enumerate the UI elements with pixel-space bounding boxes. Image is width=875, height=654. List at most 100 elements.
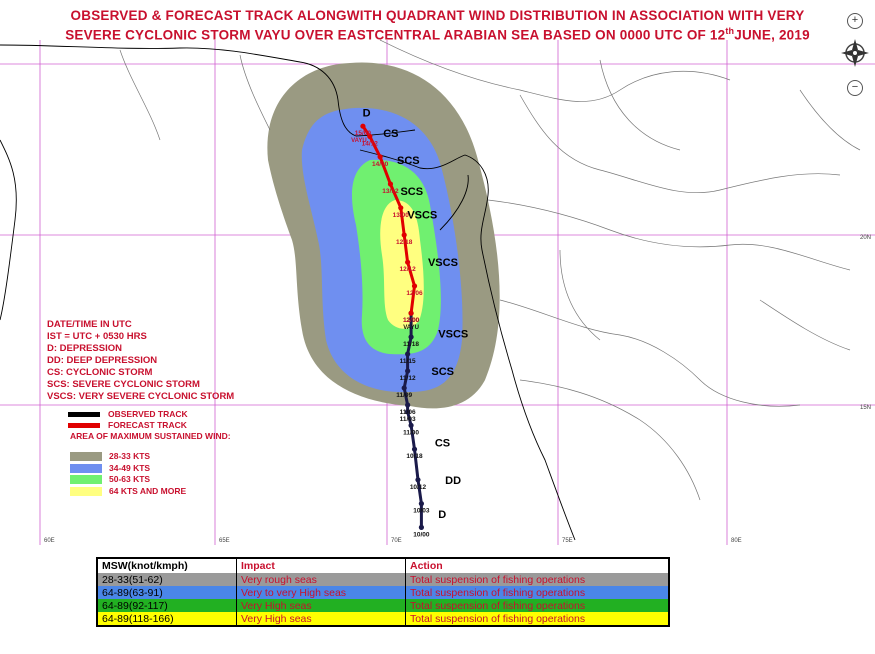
forecast-point-label: 15/00 xyxy=(355,130,372,137)
impact-table: MSW(knot/kmph) Impact Action 28-33(51-62… xyxy=(96,557,670,627)
observed-point-label: 10/03 xyxy=(413,508,430,515)
cell-msw: 64-89(118-166) xyxy=(96,612,237,626)
forecast-track-point xyxy=(360,123,366,129)
forecast-point-label: 12/12 xyxy=(399,266,416,273)
wind-zones xyxy=(267,62,500,409)
wind-legend-title: AREA OF MAXIMUM SUSTAINED WIND: xyxy=(70,431,231,441)
table-row: 64-89(118-166) Very High seas Total susp… xyxy=(96,612,669,626)
map-title-line-1: OBSERVED & FORECAST TRACK ALONGWITH QUAD… xyxy=(70,8,805,23)
observed-track-point xyxy=(405,409,411,415)
intensity-label: CS xyxy=(383,128,398,140)
track-legend: OBSERVED TRACK FORECAST TRACK AREA OF MA… xyxy=(68,409,231,442)
vayu-label: VAYU xyxy=(351,138,367,144)
graticule xyxy=(0,40,875,545)
forecast-track-point xyxy=(405,259,411,265)
info-legend-line: SCS: SEVERE CYCLONIC STORM xyxy=(47,379,200,390)
info-legend: DATE/TIME IN UTC IST = UTC + 0530 HRS D:… xyxy=(47,319,234,403)
observed-track-point xyxy=(418,524,424,531)
observed-track-line xyxy=(402,313,423,528)
intensity-label: D xyxy=(438,509,446,521)
observed-track-point xyxy=(405,351,411,357)
intensity-label: VSCS xyxy=(438,329,468,341)
info-legend-line: CS: CYCLONIC STORM xyxy=(47,367,153,378)
observed-point-label: 11/00 xyxy=(403,429,419,436)
cell-action: Total suspension of fishing operations xyxy=(405,612,669,626)
forecast-track-point xyxy=(367,133,373,139)
cell-impact: Very to very High seas xyxy=(236,586,406,599)
lon-label-70e: 70E xyxy=(391,538,402,544)
wind-swatch-34-49 xyxy=(70,463,102,473)
intensity-label: CS xyxy=(435,437,450,449)
observed-track-point xyxy=(415,477,421,483)
wind-legend-item: 34-49 KTS xyxy=(70,463,186,475)
forecast-track-point xyxy=(411,283,418,289)
forecast-track-swatch xyxy=(68,423,100,429)
coastlines xyxy=(0,44,576,541)
lat-label-15n: 15N xyxy=(860,405,871,411)
observed-point-label: 10/12 xyxy=(410,484,427,491)
observed-point-label: 11/12 xyxy=(400,375,416,382)
lon-label-60e: 60E xyxy=(44,538,55,544)
forecast-track-point xyxy=(398,205,404,211)
info-legend-line: VSCS: VERY SEVERE CYCLONIC STORM xyxy=(47,391,235,402)
cell-impact: Very High seas xyxy=(236,599,406,612)
cell-msw: 28-33(51-62) xyxy=(96,573,237,586)
intensity-label: SCS xyxy=(397,155,420,167)
forecast-track-legend: FORECAST TRACK xyxy=(68,420,231,431)
observed-track-point xyxy=(405,402,411,408)
table-row: 64-89(63-91) Very to very High seas Tota… xyxy=(96,586,669,599)
observed-point-label: 12/00 xyxy=(403,317,420,324)
info-legend-line: DATE/TIME IN UTC xyxy=(47,319,132,330)
forecast-point-label: 12/18 xyxy=(396,239,413,246)
observed-track-point xyxy=(418,501,424,507)
header-impact: Impact xyxy=(236,558,406,573)
observed-track-point xyxy=(405,368,411,374)
impact-table-header: MSW(knot/kmph) Impact Action xyxy=(96,558,669,573)
cell-action: Total suspension of fishing operations xyxy=(405,586,669,599)
cell-impact: Very rough seas xyxy=(236,573,406,586)
lat-label-20n: 20N xyxy=(860,235,871,241)
wind-swatch-64-plus xyxy=(70,486,102,496)
forecast-track-point xyxy=(408,310,414,316)
observed-point-label: 11/18 xyxy=(403,341,419,348)
observed-track-point xyxy=(401,385,407,391)
cell-action: Total suspension of fishing operations xyxy=(405,573,669,586)
wind-legend: 28-33 KTS 34-49 KTS 50-63 KTS 64 KTS AND… xyxy=(70,451,186,497)
observed-point-label: 11/03 xyxy=(400,416,416,423)
lon-label-75e: 75E xyxy=(562,538,573,544)
observed-point-label: 11/06 xyxy=(400,409,416,416)
header-msw: MSW(knot/kmph) xyxy=(96,558,237,573)
intensity-label: D xyxy=(363,108,371,120)
observed-point-label: 11/15 xyxy=(400,358,416,365)
forecast-point-label: 12/06 xyxy=(406,290,423,297)
zoom-in-button[interactable]: + xyxy=(847,13,863,29)
lon-label-80e: 80E xyxy=(731,538,742,544)
cell-impact: Very High seas xyxy=(236,612,406,626)
observed-track-legend: OBSERVED TRACK xyxy=(68,409,231,420)
forecast-point-label: 14/12 xyxy=(362,140,379,147)
header-action: Action xyxy=(405,558,669,573)
map-title-line-2: SEVERE CYCLONIC STORM VAYU OVER EASTCENT… xyxy=(65,26,810,43)
forecast-track-point xyxy=(377,154,383,160)
intensity-label: SCS xyxy=(400,186,423,198)
intensity-label: SCS xyxy=(431,366,454,378)
observed-point-label: 10/00 xyxy=(413,531,430,538)
observed-track-swatch xyxy=(68,412,100,418)
intensity-label: VSCS xyxy=(407,210,437,222)
wind-legend-item: 28-33 KTS xyxy=(70,451,186,463)
zoom-out-button[interactable]: − xyxy=(847,80,863,96)
cell-msw: 64-89(92-117) xyxy=(96,599,237,612)
wind-swatch-28-33 xyxy=(70,452,102,462)
wind-swatch-50-63 xyxy=(70,475,102,485)
wind-legend-item: 64 KTS AND MORE xyxy=(70,486,186,498)
graticule-labels: 60E 65E 70E 75E 80E 20N 15N xyxy=(44,235,871,544)
forecast-point-label: 14/00 xyxy=(372,161,389,168)
pan-compass-icon[interactable] xyxy=(840,38,870,68)
forecast-point-label: 13/00 xyxy=(393,212,410,219)
track-layer xyxy=(360,123,424,531)
info-legend-line: DD: DEEP DEPRESSION xyxy=(47,355,158,366)
intensity-label: DD xyxy=(445,475,461,487)
forecast-point-label: 12/00 xyxy=(403,317,420,324)
